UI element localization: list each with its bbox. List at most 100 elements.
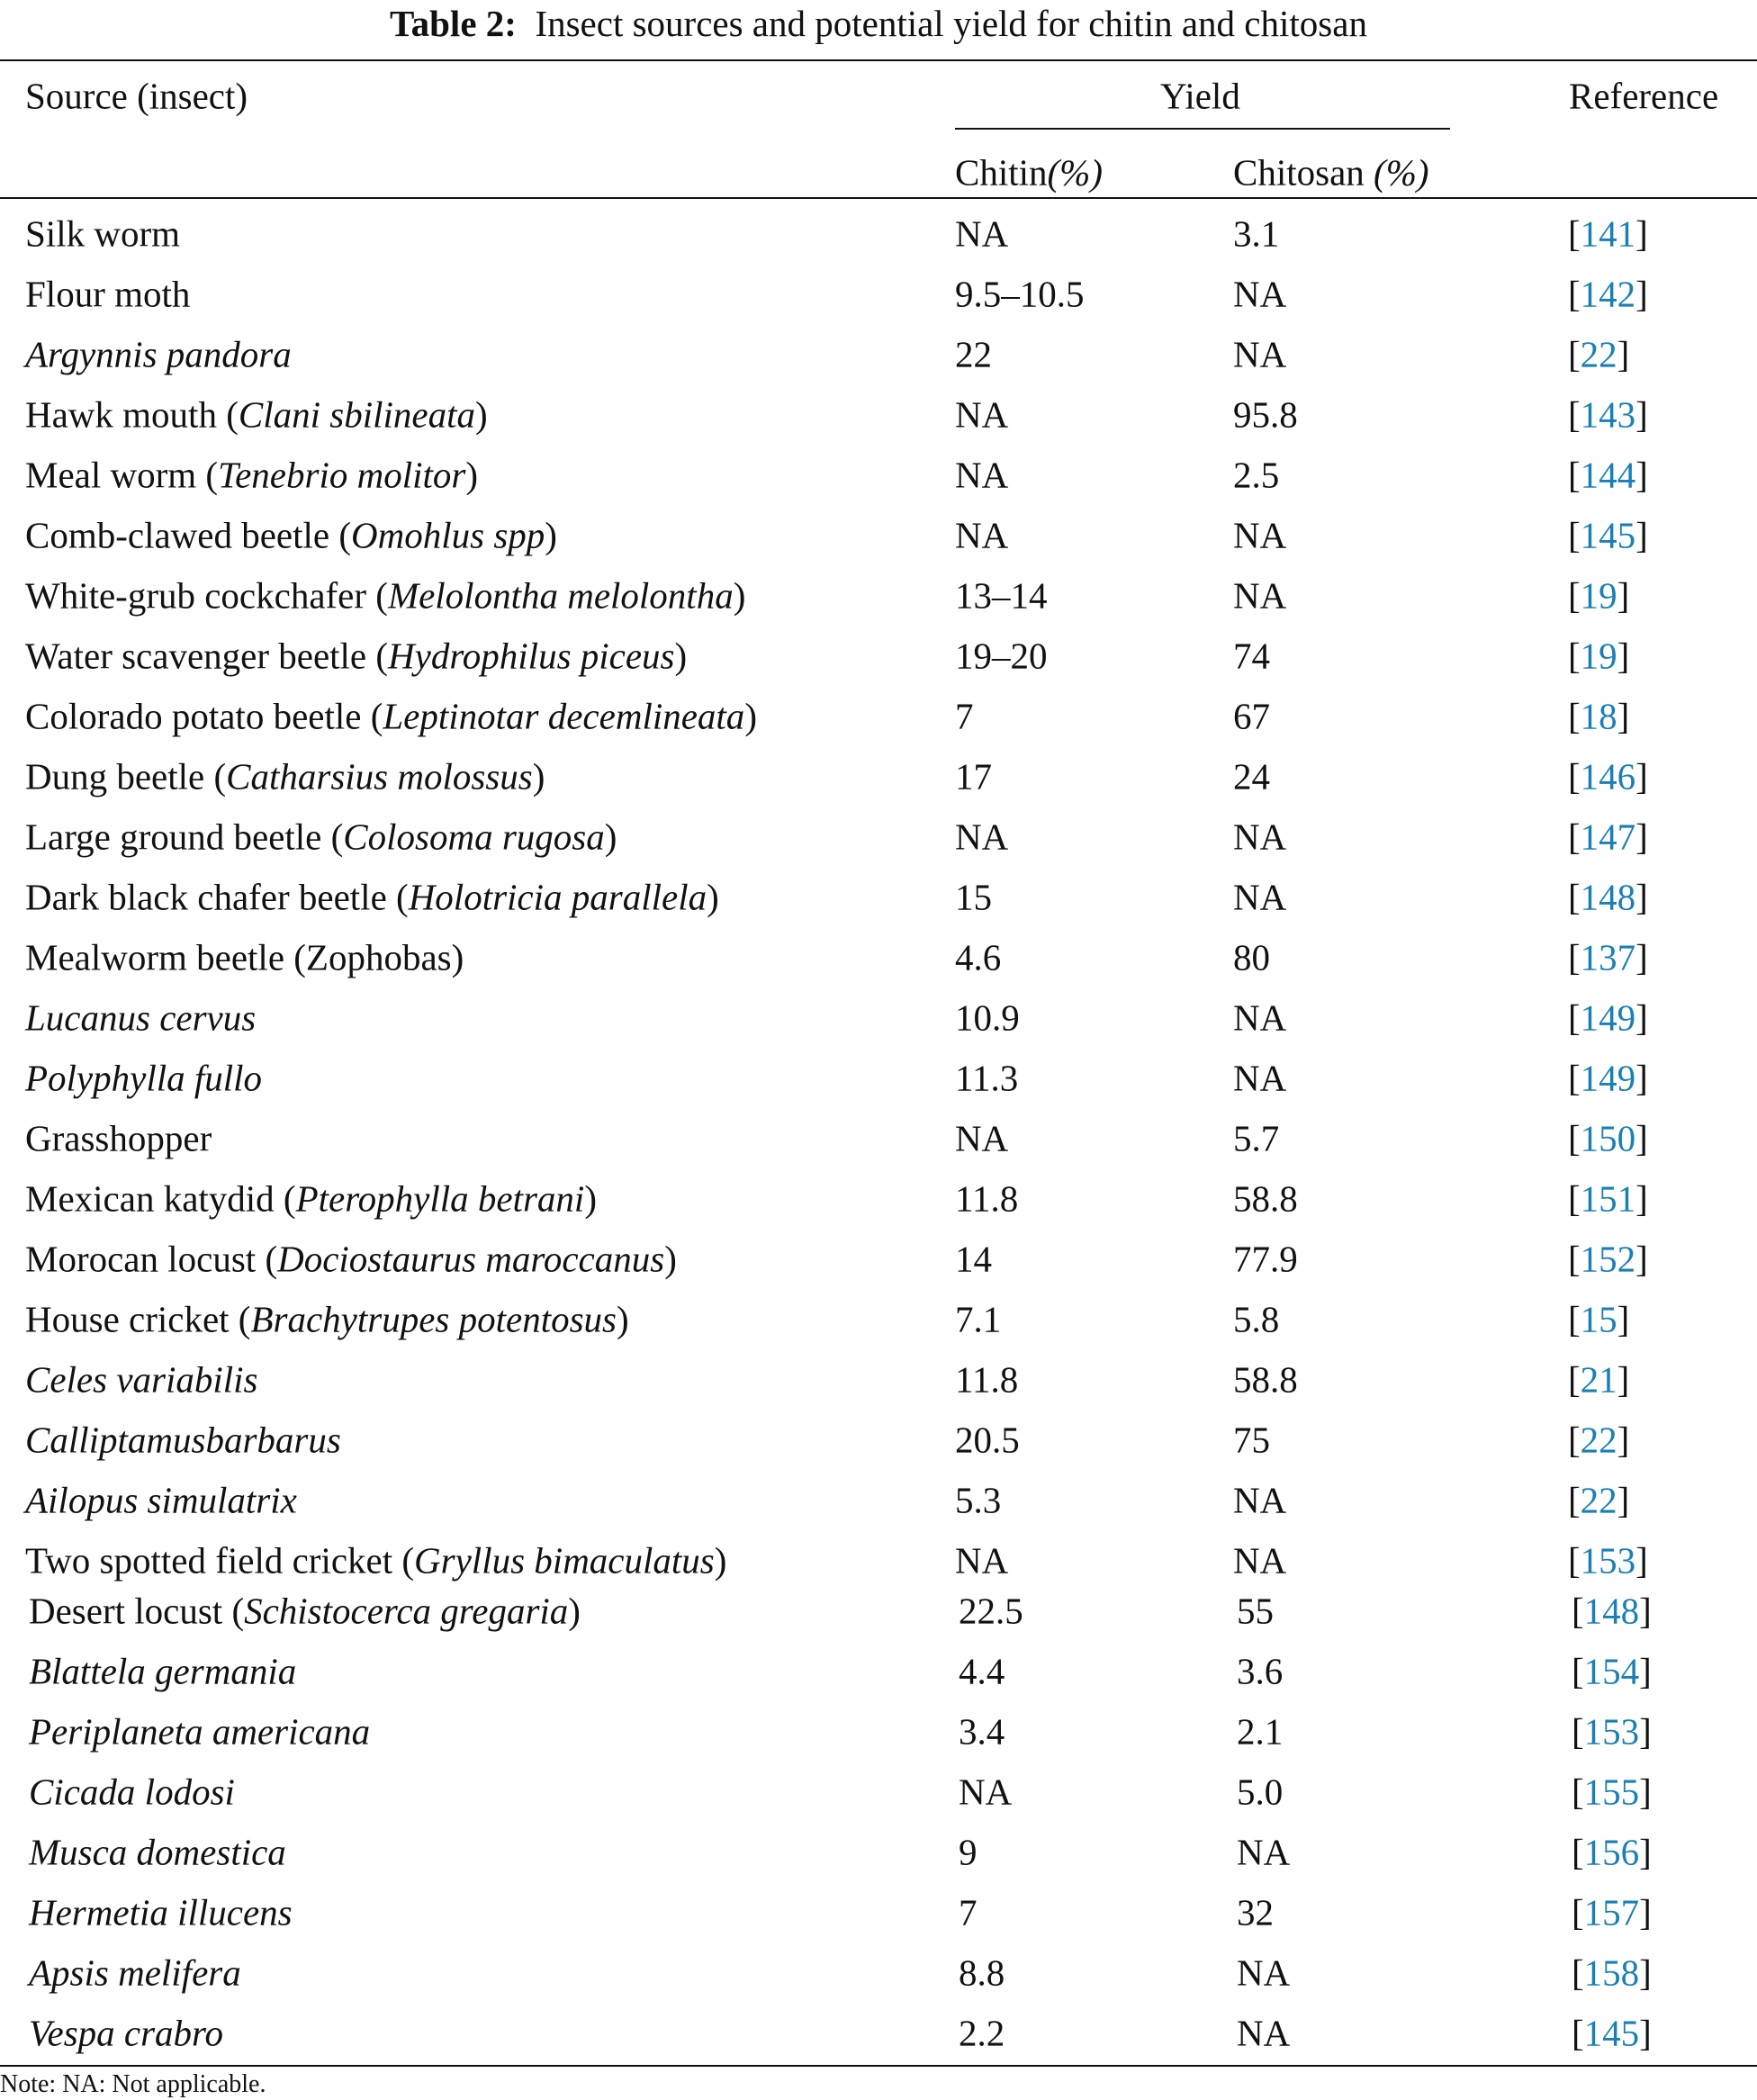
source-part: ) bbox=[532, 755, 545, 798]
chitin-value: 15 bbox=[955, 876, 992, 918]
source-cell: Dark black chafer beetle (Holotricia par… bbox=[25, 879, 719, 916]
chitin-cell: NA bbox=[959, 1773, 1012, 1811]
chitosan-cell: 75 bbox=[1233, 1419, 1270, 1461]
chitosan-cell: 2.5 bbox=[1233, 456, 1279, 494]
source-part: Catharsius molossus bbox=[226, 755, 533, 798]
bracket: [ bbox=[1568, 816, 1581, 858]
reference-cell: [21] bbox=[1568, 1358, 1630, 1401]
header-yield: Yield bbox=[1160, 75, 1240, 117]
source-cell: Meal worm (Tenebrio molitor) bbox=[25, 456, 478, 494]
reference-cell: [144] bbox=[1568, 456, 1648, 494]
reference-cell: [151] bbox=[1568, 1177, 1648, 1220]
chitin-cell: 17 bbox=[955, 755, 992, 798]
reference-link: 22 bbox=[1580, 1479, 1617, 1521]
chitosan-cell: 95.8 bbox=[1233, 396, 1298, 434]
chitosan-cell: 3.1 bbox=[1233, 212, 1280, 255]
bracket: ] bbox=[1635, 876, 1648, 918]
chitin-value: 17 bbox=[955, 755, 992, 798]
source-part: Brachytrupes potentosus bbox=[250, 1298, 617, 1340]
source-cell: Comb-clawed beetle (Omohlus spp) bbox=[25, 514, 557, 556]
chitosan-cell: 55 bbox=[1237, 1592, 1274, 1630]
reference-link: 151 bbox=[1580, 1177, 1636, 1220]
source-cell: Mealworm beetle (Zophobas) bbox=[25, 939, 464, 977]
source-cell: Water scavenger beetle (Hydrophilus pice… bbox=[25, 635, 688, 677]
source-part: ) bbox=[674, 635, 688, 677]
chitosan-cell: NA bbox=[1233, 1059, 1286, 1097]
reference-cell: [141] bbox=[1568, 215, 1648, 253]
chitosan-value: 2.1 bbox=[1237, 1710, 1284, 1753]
source-part: Dark black chafer beetle ( bbox=[25, 876, 409, 918]
chitin-value: 2.2 bbox=[959, 2012, 1005, 2054]
reference-cell: [150] bbox=[1568, 1117, 1648, 1159]
chitosan-value: 67 bbox=[1233, 695, 1270, 737]
reference-link: 148 bbox=[1580, 876, 1636, 918]
reference-link: 145 bbox=[1583, 2012, 1640, 2054]
chitosan-value: 75 bbox=[1233, 1419, 1270, 1461]
source-cell: Polyphylla fullo bbox=[25, 1059, 262, 1097]
bracket: ] bbox=[1639, 1891, 1652, 1933]
source-cell: Grasshopper bbox=[25, 1120, 212, 1158]
source-cell: Ailopus simulatrix bbox=[25, 1482, 297, 1519]
source-part: Hydrophilus piceus bbox=[388, 635, 675, 677]
source-part: Holotricia parallela bbox=[408, 876, 707, 918]
bracket: ] bbox=[1639, 2012, 1652, 2054]
chitosan-cell: 58.8 bbox=[1233, 1180, 1298, 1218]
chitin-value: NA bbox=[955, 212, 1009, 255]
bracket: ] bbox=[1639, 1831, 1652, 1873]
bracket: ] bbox=[1617, 1358, 1630, 1401]
reference-link: 156 bbox=[1583, 1831, 1640, 1873]
source-cell: Lucanus cervus bbox=[25, 999, 256, 1037]
source-part: ) bbox=[545, 514, 557, 556]
reference-link: 143 bbox=[1580, 393, 1636, 436]
reference-link: 21 bbox=[1580, 1358, 1617, 1401]
chitosan-cell: 77.9 bbox=[1233, 1238, 1298, 1280]
reference-cell: [157] bbox=[1572, 1891, 1652, 1933]
header-part: (%) bbox=[1047, 151, 1103, 194]
source-cell: Argynnis pandora bbox=[25, 336, 292, 374]
chitosan-value: 77.9 bbox=[1233, 1238, 1298, 1280]
bracket: [ bbox=[1572, 2012, 1584, 2054]
reference-cell: [146] bbox=[1568, 758, 1648, 796]
reference-cell: [145] bbox=[1568, 514, 1648, 556]
bracket: ] bbox=[1639, 1771, 1652, 1813]
bracket: ] bbox=[1617, 1479, 1630, 1521]
bracket: ] bbox=[1617, 574, 1630, 617]
bracket: [ bbox=[1572, 1831, 1584, 1873]
source-cell: Vespa crabro bbox=[29, 2014, 223, 2052]
chitin-cell: 19–20 bbox=[955, 637, 1048, 675]
reference-link: 147 bbox=[1580, 816, 1636, 858]
chitin-cell: 15 bbox=[955, 879, 992, 916]
chitin-cell: 3.4 bbox=[959, 1713, 1005, 1751]
chitin-value: 7 bbox=[955, 695, 974, 737]
source-part: ) bbox=[568, 1590, 581, 1632]
chitosan-cell: NA bbox=[1233, 336, 1286, 374]
bracket: [ bbox=[1572, 1650, 1584, 1692]
source-cell: Musca domestica bbox=[29, 1834, 286, 1871]
reference-cell: [155] bbox=[1572, 1771, 1652, 1813]
chitosan-cell: 80 bbox=[1233, 939, 1270, 977]
source-part: Cicada lodosi bbox=[29, 1771, 235, 1813]
source-part: Colorado potato beetle ( bbox=[25, 695, 383, 737]
bracket: ] bbox=[1635, 936, 1648, 978]
chitin-cell: 5.3 bbox=[955, 1482, 1001, 1519]
reference-link: 149 bbox=[1580, 1057, 1636, 1099]
chitin-value: 22.5 bbox=[959, 1590, 1023, 1632]
source-part: Large ground beetle ( bbox=[25, 816, 344, 858]
chitosan-value: 3.1 bbox=[1233, 212, 1280, 255]
chitin-value: 20.5 bbox=[955, 1419, 1020, 1461]
bracket: ] bbox=[1635, 1117, 1648, 1159]
chitosan-cell: 67 bbox=[1233, 698, 1270, 735]
chitin-cell: 11.8 bbox=[955, 1180, 1018, 1218]
reference-cell: [156] bbox=[1572, 1834, 1652, 1871]
bracket: ] bbox=[1635, 514, 1648, 556]
source-part: Schistocerca gregaria bbox=[244, 1590, 569, 1632]
source-part: Flour moth bbox=[25, 273, 191, 315]
chitosan-cell: NA bbox=[1233, 818, 1286, 856]
bracket: [ bbox=[1568, 1057, 1581, 1099]
chitin-cell: NA bbox=[955, 517, 1008, 554]
chitin-value: 7.1 bbox=[955, 1298, 1002, 1340]
chitosan-value: 3.6 bbox=[1237, 1650, 1284, 1692]
reference-link: 19 bbox=[1580, 574, 1617, 617]
source-part: Gryllus bimaculatus bbox=[414, 1539, 715, 1582]
